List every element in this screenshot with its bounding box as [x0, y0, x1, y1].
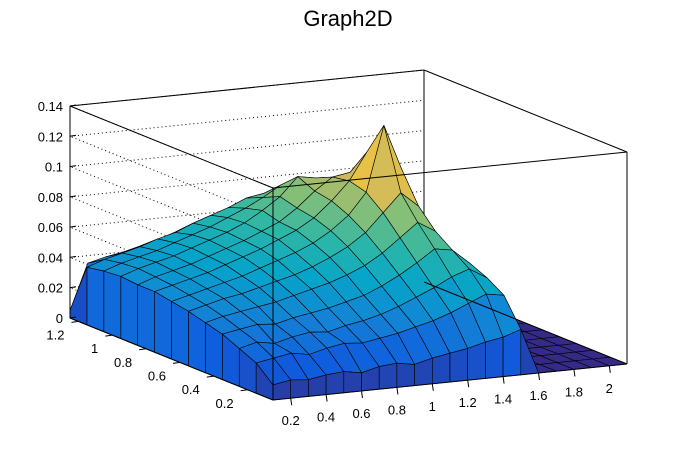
surface-skirt-left: [154, 291, 172, 360]
x-tick-mark: [467, 380, 470, 388]
x-tick-mark: [573, 369, 576, 377]
y-tick-label: 0.2: [216, 396, 234, 411]
z-tick-label: 0.08: [38, 190, 63, 205]
x-tick-mark: [290, 398, 293, 406]
z-tick-label: 0.06: [38, 220, 63, 235]
surface-skirt-left: [171, 300, 189, 367]
y-tick-label: 1: [91, 341, 98, 356]
axis-ticks: 0 0.02 0.04 0.06 0.08 0.1 0.12 0.14 0.2 0.4 0.6 0.8…: [38, 99, 613, 428]
grid-line-right: [69, 69, 425, 107]
y-tick-label: 1.2: [46, 327, 64, 342]
x-tick-label: 1.6: [529, 388, 547, 403]
x-tick-mark: [361, 390, 363, 399]
front-top-edge: [272, 151, 628, 189]
x-tick-label: 0.8: [388, 402, 406, 417]
surface-skirt-left: [120, 275, 138, 346]
surface-skirt-left: [137, 284, 155, 353]
x-tick-mark: [325, 394, 328, 402]
right-top-edge: [423, 69, 628, 153]
grid-line-left: [69, 105, 274, 189]
y-tick-label: 0.8: [114, 355, 132, 370]
z-tick-label: 0.1: [45, 160, 63, 175]
surface-skirt-front: [431, 352, 451, 385]
x-tick-mark: [396, 387, 399, 395]
surface-skirt-left: [69, 267, 88, 326]
z-tick-label: 0.14: [38, 99, 63, 114]
z-tick-mark: [69, 195, 77, 198]
z-tick-mark: [69, 286, 77, 289]
z-tick-mark: [69, 165, 77, 168]
surface-skirt-front: [467, 341, 486, 381]
surface-skirt-front: [502, 328, 522, 377]
surface-skirt-front: [325, 371, 345, 395]
surface-skirt-left: [103, 270, 122, 339]
x-tick-mark: [608, 365, 611, 373]
z-tick-mark: [69, 316, 77, 319]
grid-line-right: [69, 99, 425, 137]
y-tick-mark: [172, 361, 181, 364]
x-tick-label: 0.6: [352, 406, 370, 421]
frame-front: [69, 69, 628, 401]
y-tick-mark: [240, 389, 248, 392]
surface-skirt-front: [343, 371, 362, 394]
z-tick-mark: [69, 134, 77, 137]
z-tick-mark: [69, 225, 77, 228]
y-tick-mark: [71, 320, 79, 323]
z-tick-label: 0.12: [38, 129, 63, 144]
y-tick-label: 0.6: [148, 368, 166, 383]
x-axis-line: [272, 363, 628, 401]
surface: [69, 124, 628, 401]
grid-line-right: [69, 130, 425, 168]
y-axis-line: [69, 317, 274, 401]
y-tick-mark: [206, 375, 214, 378]
surface-skirt-front: [396, 362, 415, 388]
z-tick-label: 0.02: [38, 281, 63, 296]
x-tick-label: 0.2: [282, 413, 300, 428]
y-tick-mark: [105, 334, 113, 337]
right-floor-edge: [423, 281, 628, 365]
surface-skirt-front: [378, 362, 398, 390]
surface-skirt-front: [485, 336, 504, 379]
x-tick-label: 1: [429, 399, 436, 414]
y-tick-mark: [139, 348, 147, 351]
x-tick-label: 1.4: [494, 392, 512, 407]
z-tick-mark: [69, 255, 77, 258]
z-tick-mark: [69, 104, 77, 107]
z-tick-label: 0: [56, 311, 63, 326]
x-tick-label: 0.4: [317, 410, 335, 425]
z-tick-label: 0.04: [38, 250, 63, 265]
x-tick-mark: [538, 372, 540, 381]
chart-title: Graph2D: [303, 6, 392, 31]
x-tick-label: 1.8: [565, 384, 583, 399]
x-tick-label: 1.2: [459, 395, 477, 410]
y-tick-label: 0.4: [182, 382, 200, 397]
surface-skirt-front: [290, 379, 309, 399]
surface-skirt-left: [86, 266, 105, 333]
x-tick-label: 2: [606, 381, 613, 396]
surface-skirt-front: [449, 348, 469, 383]
x-tick-mark: [502, 376, 505, 384]
x-tick-mark: [431, 383, 434, 391]
